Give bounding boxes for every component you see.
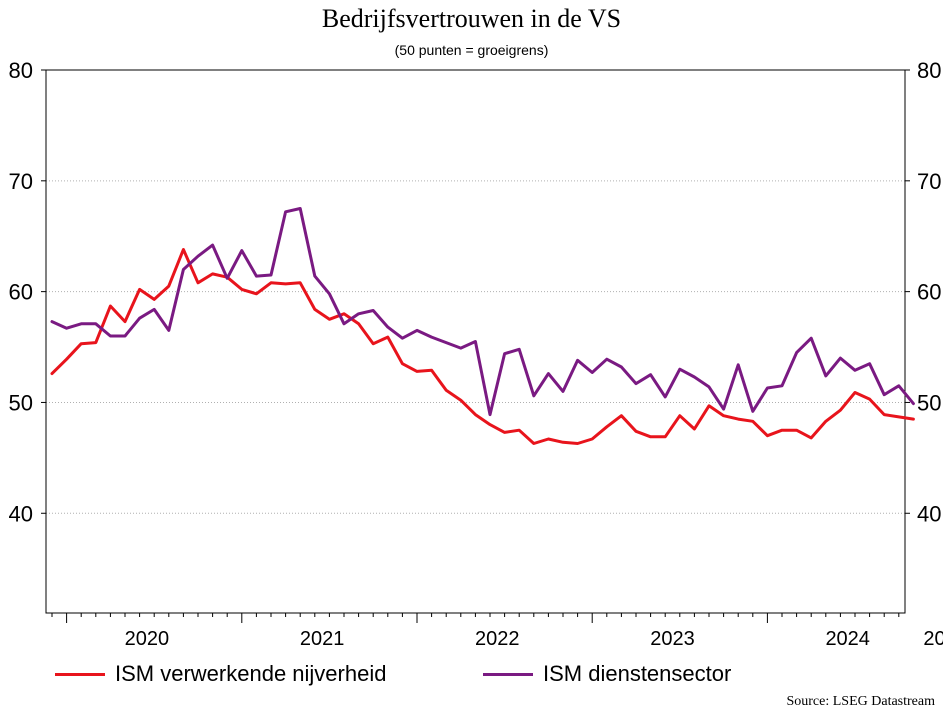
x-tick-label-2025: 2025 — [923, 628, 943, 650]
y-tick-label-right-60: 60 — [917, 280, 941, 305]
chart-title: Bedrijfsvertrouwen in de VS — [321, 4, 622, 33]
source-note: Source: LSEG Datastream — [786, 694, 935, 709]
x-tick-label-2022: 2022 — [475, 628, 520, 650]
y-tick-label-left-60: 60 — [9, 280, 33, 305]
legend-swatch-services — [483, 672, 533, 676]
y-tick-label-right-40: 40 — [917, 501, 941, 526]
y-tick-label-left-40: 40 — [9, 501, 33, 526]
y-tick-label-left-70: 70 — [9, 169, 33, 194]
y-tick-label-right-50: 50 — [917, 390, 941, 415]
series-line-services — [50, 207, 915, 417]
series-line-manufacturing — [50, 248, 915, 445]
y-tick-label-left-50: 50 — [9, 390, 33, 415]
y-tick-label-right-70: 70 — [917, 169, 941, 194]
y-tick-label-left-80: 80 — [9, 58, 33, 83]
x-tick-label-2023: 2023 — [650, 628, 695, 650]
y-tick-label-right-80: 80 — [917, 58, 941, 83]
legend-label-services: ISM dienstensector — [543, 661, 732, 686]
legend-item-services: ISM dienstensector — [483, 661, 731, 687]
legend-swatch-manufacturing — [55, 672, 105, 676]
x-tick-label-2024: 2024 — [825, 628, 870, 650]
legend-item-manufacturing: ISM verwerkende nijverheid — [55, 661, 386, 687]
legend-label-manufacturing: ISM verwerkende nijverheid — [115, 661, 387, 686]
chart-subtitle: (50 punten = groeigrens) — [394, 42, 549, 58]
x-tick-label-2020: 2020 — [125, 628, 170, 650]
x-tick-label-2021: 2021 — [300, 628, 345, 650]
